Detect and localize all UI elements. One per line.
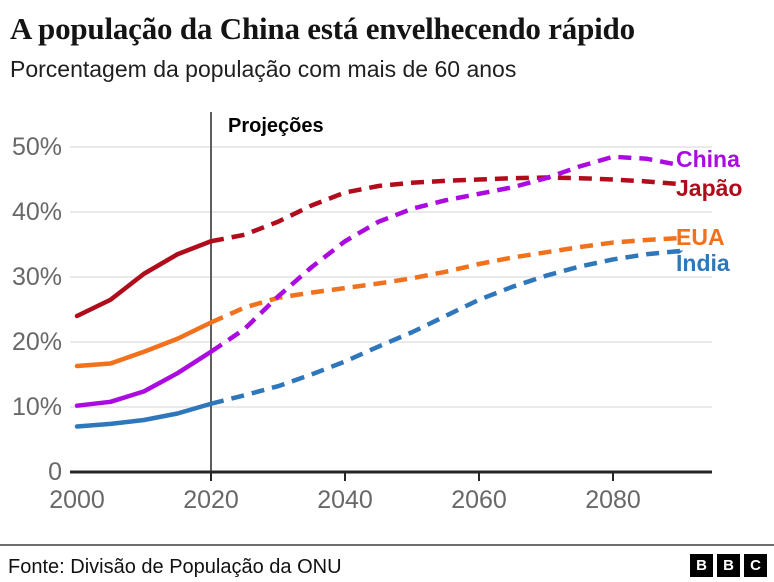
- series-line-history-EUA: [74, 320, 214, 369]
- y-axis-label-0: 0: [48, 458, 62, 486]
- y-axis-label-10: 10%: [12, 393, 62, 421]
- x-axis-label-2080: 2080: [585, 486, 641, 514]
- y-axis-label-20: 20%: [12, 328, 62, 356]
- x-axis-label-2020: 2020: [183, 486, 239, 514]
- series-line-projection-Japão: [210, 175, 681, 244]
- series-line-projection-China: [209, 154, 681, 354]
- chart-title: A população da China está envelhecendo r…: [10, 11, 635, 46]
- y-axis-label-40: 40%: [12, 198, 62, 226]
- source-text: Fonte: Divisão de População da ONU: [8, 556, 342, 578]
- chart-subtitle: Porcentagem da população com mais de 60 …: [10, 56, 517, 82]
- series-line-history-Índia: [74, 401, 214, 429]
- bbc-logo-letter: C: [744, 554, 767, 577]
- bbc-logo: B B C: [690, 554, 767, 577]
- y-axis-label-50: 50%: [12, 133, 62, 161]
- x-axis-label-2040: 2040: [317, 486, 373, 514]
- series-line-history-China: [74, 349, 214, 408]
- series-line-history-Japão: [74, 239, 214, 319]
- series-label-Índia: Índia: [676, 250, 730, 276]
- bbc-logo-letter: B: [717, 554, 740, 577]
- bbc-logo-letter: B: [690, 554, 713, 577]
- y-axis-label-30: 30%: [12, 263, 62, 291]
- projections-annotation: Projeções: [228, 115, 324, 137]
- series-label-China: China: [676, 146, 740, 173]
- x-axis-label-2000: 2000: [49, 486, 105, 514]
- x-axis-label-2060: 2060: [451, 486, 507, 514]
- series-line-projection-EUA: [210, 235, 681, 325]
- series-label-Japão: Japão: [676, 175, 743, 202]
- series-label-EUA: EUA: [676, 224, 725, 250]
- footer: Fonte: Divisão de População da ONU B B C: [0, 544, 774, 582]
